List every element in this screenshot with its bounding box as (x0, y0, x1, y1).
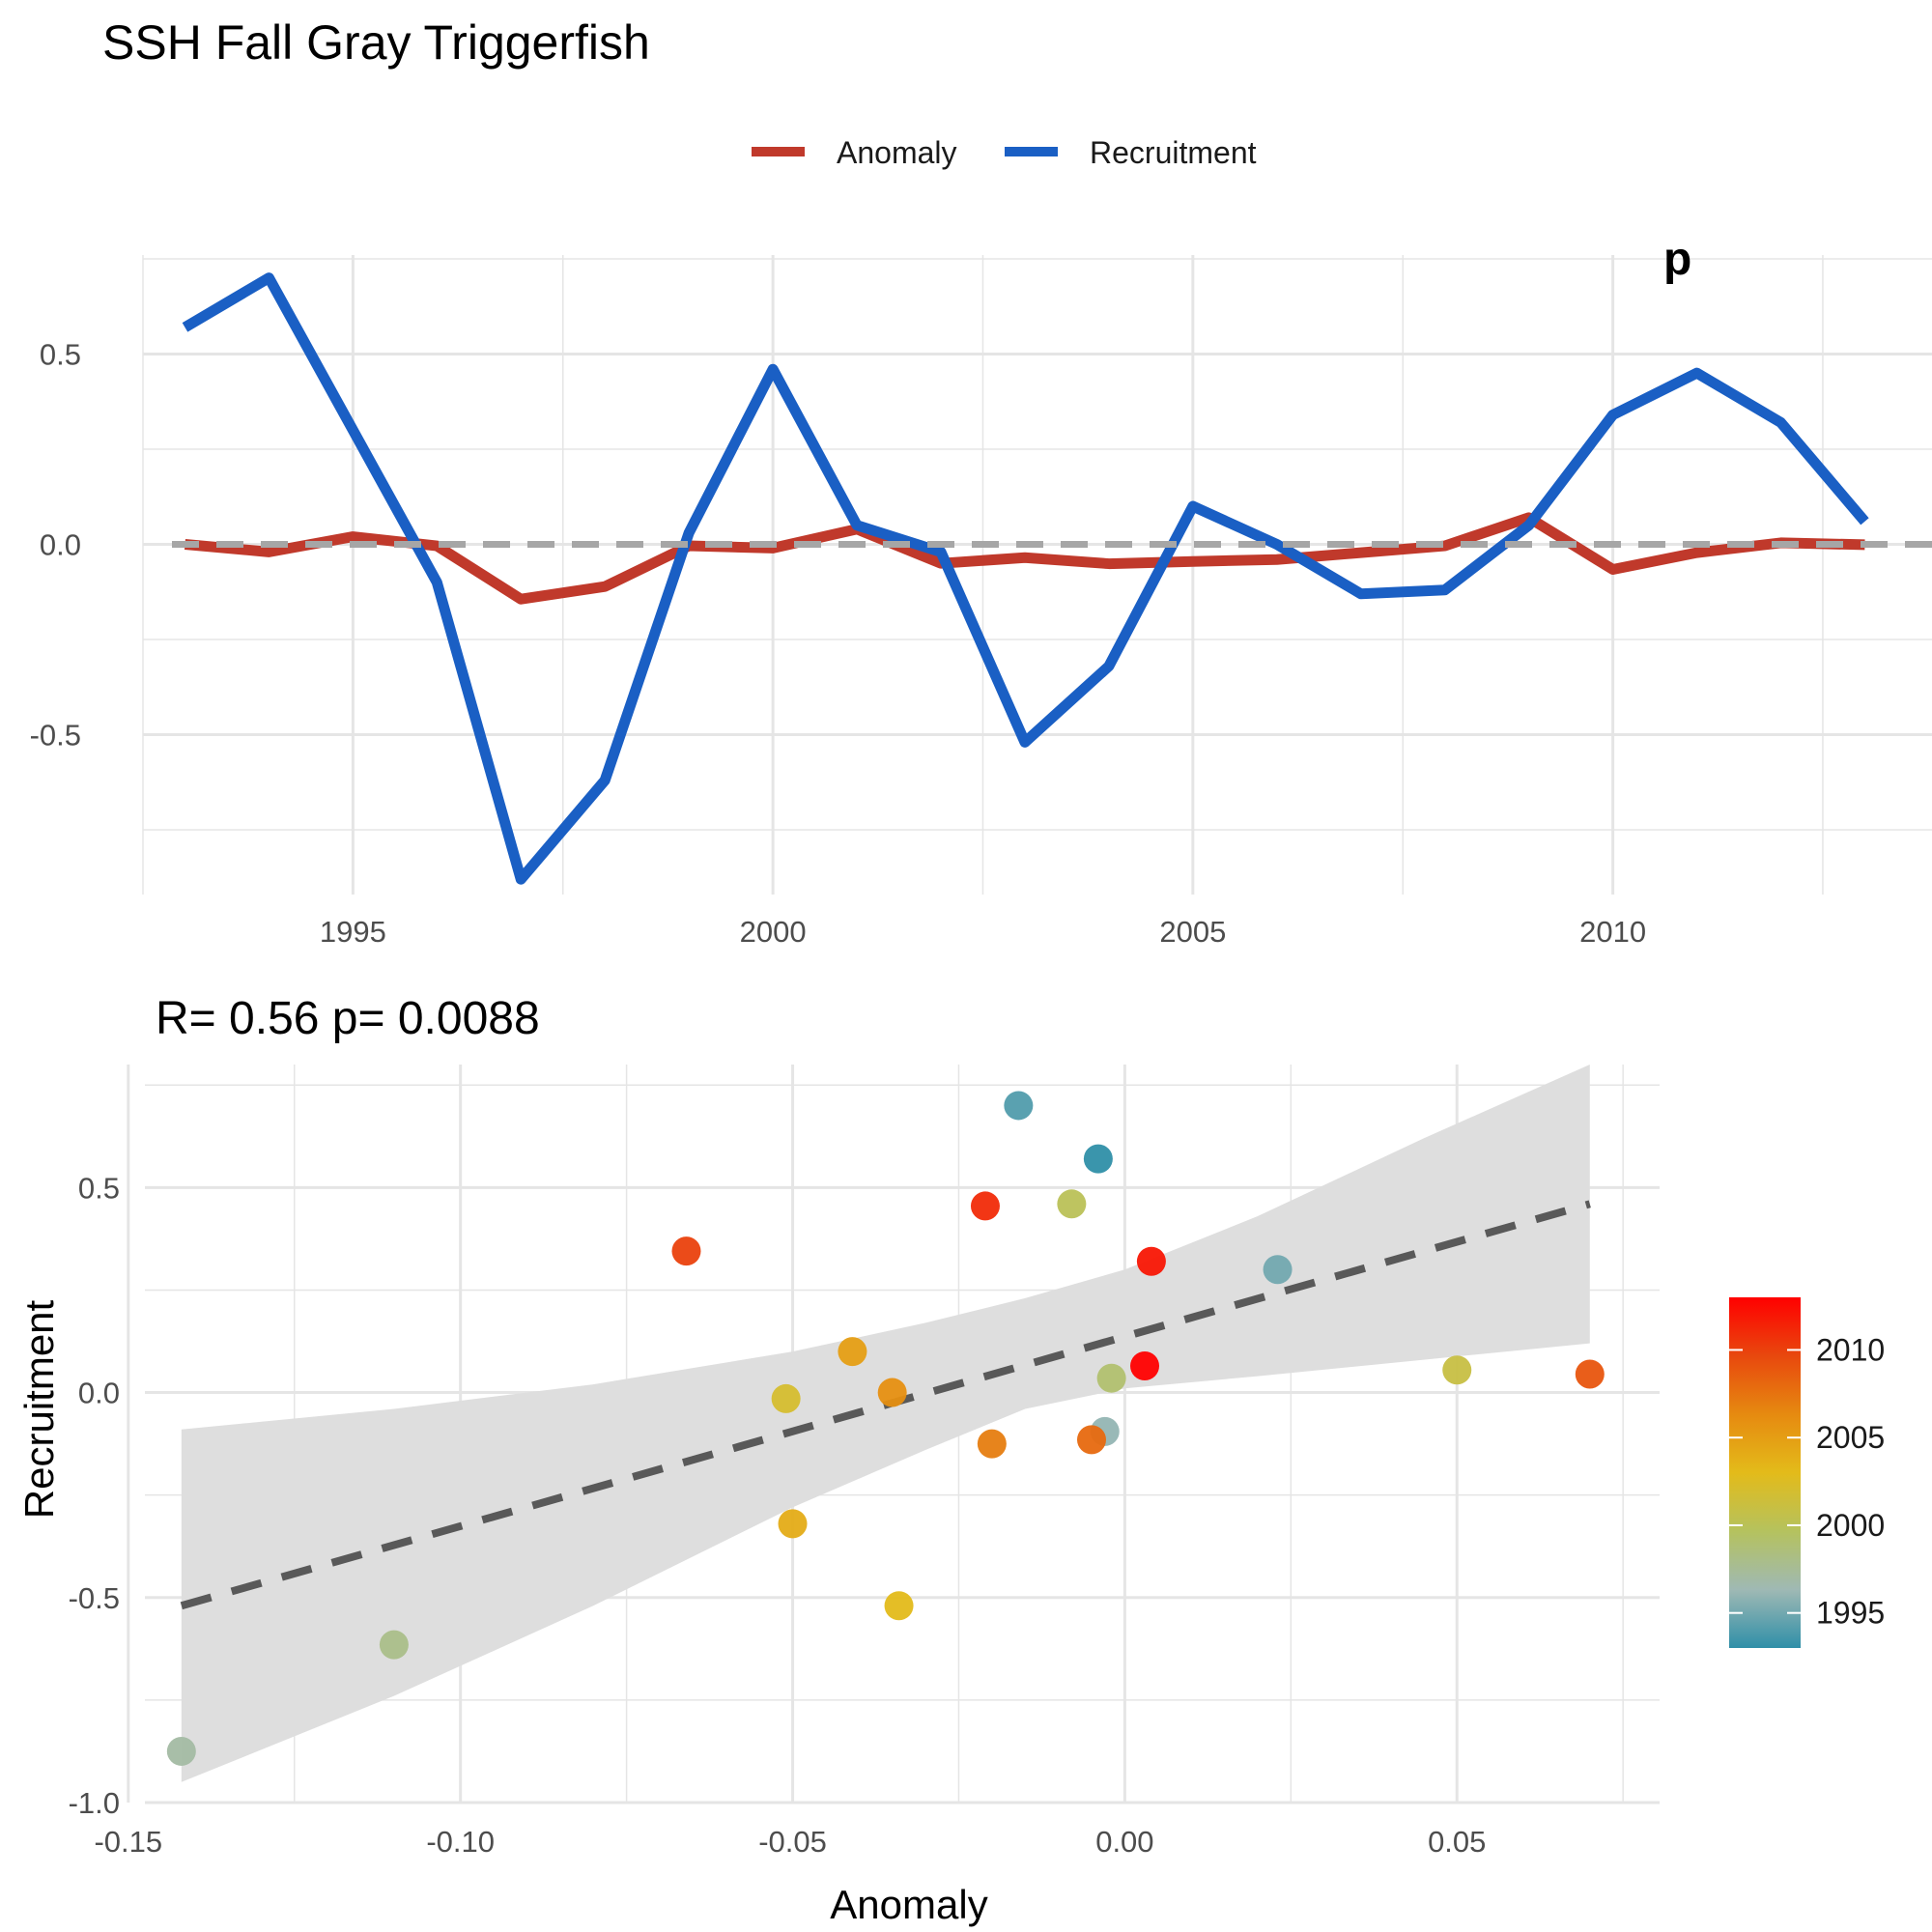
legend: Anomaly Recruitment (752, 135, 1257, 170)
scatter-point-2000 (1057, 1189, 1087, 1219)
top-grid (142, 255, 1932, 895)
scatter-y-tick-label: -0.5 (69, 1581, 120, 1615)
scatter-tick-labels: -0.15 -0.10 -0.05 0.00 0.05 -1.0 -0.5 0.0 0.5 (69, 1171, 1487, 1859)
scatter-point-2001 (1442, 1355, 1472, 1385)
correlation-stats: R= 0.56 p= 0.0088 (156, 993, 540, 1044)
scatter-x-tick-label: 0.05 (1428, 1825, 1486, 1859)
confidence-band (181, 1065, 1590, 1782)
scatter-point-2012 (1136, 1246, 1166, 1276)
colorbar-tick-label: 2010 (1816, 1332, 1885, 1367)
series-line-anomaly (184, 512, 1865, 605)
scatter-point-2005 (838, 1337, 867, 1367)
top-y-tick-label: -0.5 (30, 719, 81, 753)
scatter-point-2013 (1130, 1350, 1160, 1380)
top-x-tick-label: 2005 (1159, 915, 1226, 949)
legend-label-anomaly: Anomaly (837, 135, 957, 170)
time-series-chart: 1995 2000 2005 2010 -0.5 0.0 0.5 p (30, 234, 1932, 949)
scatter-point-2007 (977, 1429, 1007, 1459)
scatter-x-tick-label: -0.05 (758, 1825, 827, 1859)
top-x-tick-label: 1995 (320, 915, 386, 949)
scatter-point-1994 (1004, 1091, 1034, 1121)
scatter-grid (127, 1065, 1660, 1804)
scatter-point-2010 (671, 1236, 701, 1266)
scatter-point-2004 (778, 1509, 808, 1539)
scatter-x-tick-label: -0.15 (94, 1825, 162, 1859)
legend-label-recruitment: Recruitment (1090, 135, 1257, 170)
scatter-point-2008 (1077, 1425, 1106, 1455)
scatter-point-1993 (1083, 1144, 1113, 1174)
series-line-recruitment (182, 272, 1869, 885)
scatter-point-1995 (1263, 1255, 1293, 1285)
scatter-point-1999 (1096, 1363, 1126, 1393)
top-y-tick-label: 0.5 (40, 337, 81, 371)
year-colorbar: 1995 2000 2005 2010 (1729, 1297, 1885, 1648)
top-x-tick-label: 2010 (1579, 915, 1646, 949)
scatter-point-2011 (970, 1191, 1000, 1221)
scatter-point-2006 (877, 1378, 907, 1407)
scatter-point-1998 (379, 1630, 409, 1660)
scatter-x-tick-label: -0.10 (426, 1825, 495, 1859)
scatter-point-2003 (884, 1591, 914, 1621)
top-x-tick-label: 2000 (740, 915, 807, 949)
top-series (172, 272, 1932, 885)
scatter-point-2002 (771, 1383, 801, 1413)
top-y-tick-label: 0.0 (40, 527, 81, 561)
scatter-y-tick-label: -1.0 (69, 1786, 120, 1820)
colorbar-tick-label: 2000 (1816, 1508, 1885, 1543)
top-tick-labels: 1995 2000 2005 2010 -0.5 0.0 0.5 (30, 337, 1647, 949)
colorbar-tick-label: 2005 (1816, 1420, 1885, 1455)
colorbar-ticks: 1995 2000 2005 2010 (1729, 1332, 1885, 1631)
scatter-point-2009 (1575, 1359, 1605, 1389)
scatter-points (166, 1091, 1605, 1766)
x-axis-title: Anomaly (830, 1882, 987, 1927)
scatter-x-tick-label: 0.00 (1095, 1825, 1153, 1859)
scatter-chart: -0.15 -0.10 -0.05 0.00 0.05 -1.0 -0.5 0.0 0.5 An… (16, 1065, 1660, 1927)
y-axis-title: Recruitment (16, 1299, 62, 1519)
page-title: SSH Fall Gray Triggerfish (102, 15, 650, 70)
scatter-y-tick-label: 0.0 (78, 1377, 120, 1410)
scatter-point-1997 (166, 1736, 196, 1766)
colorbar-gradient (1729, 1297, 1801, 1648)
confidence-ribbon (181, 1065, 1590, 1782)
clipped-annotation: p (1663, 234, 1691, 285)
colorbar-tick-label: 1995 (1816, 1596, 1885, 1631)
scatter-y-tick-label: 0.5 (78, 1171, 120, 1205)
